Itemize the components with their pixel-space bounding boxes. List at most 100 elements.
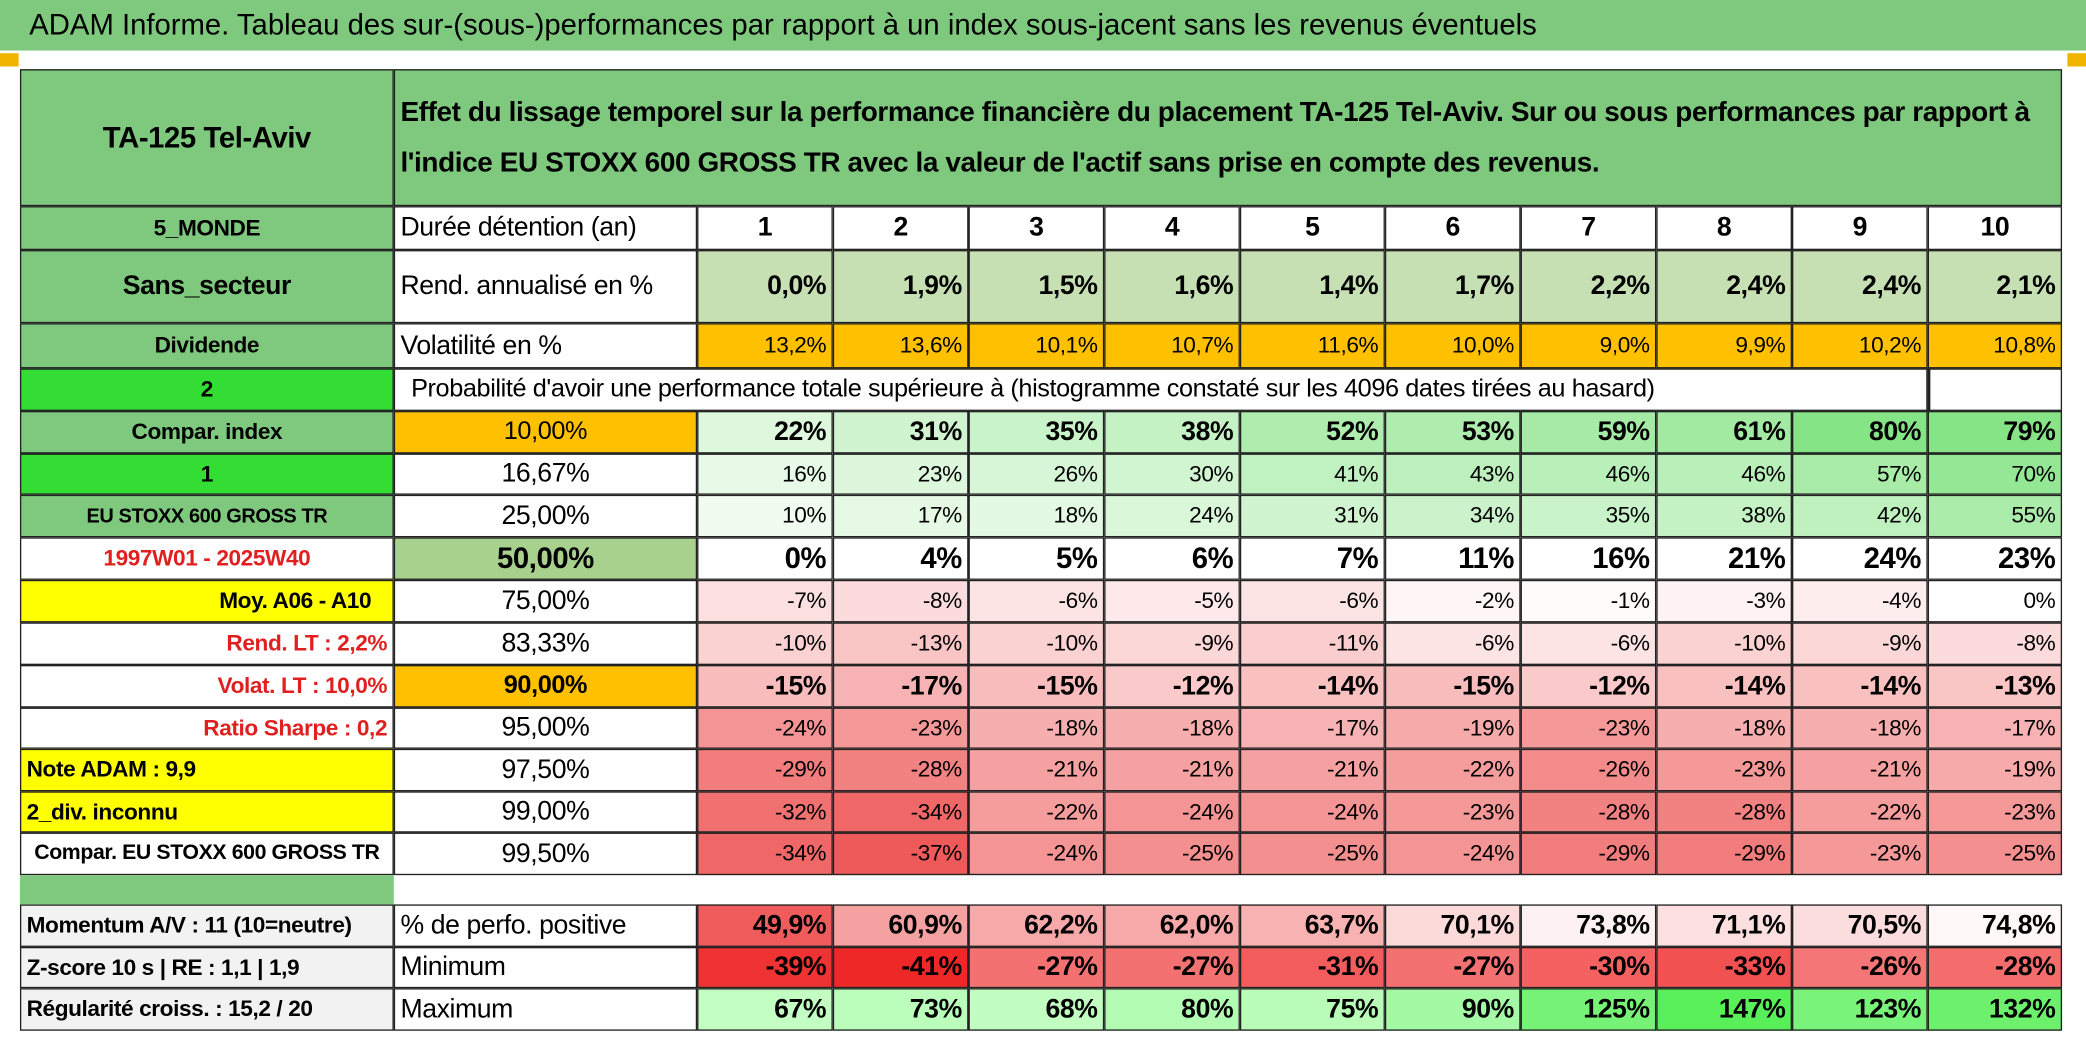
value-cell: 73% xyxy=(832,988,969,1031)
spacer xyxy=(19,875,394,905)
value-cell: -17% xyxy=(1239,707,1385,749)
value-cell: 6% xyxy=(1104,537,1240,580)
value-cell: -2% xyxy=(1384,579,1521,623)
value-cell: -28% xyxy=(1520,791,1657,833)
row-key: 90,00% xyxy=(393,665,698,708)
value-cell: 70,1% xyxy=(1384,904,1521,947)
row-label: Momentum A/V : 11 (10=neutre) xyxy=(19,904,394,947)
value-cell: -9% xyxy=(1104,622,1240,665)
row-label: Moy. A06 - A10 xyxy=(19,579,394,623)
value-cell: 62,0% xyxy=(1104,904,1240,947)
value-cell: -24% xyxy=(1384,832,1521,876)
value-cell: 11,6% xyxy=(1239,323,1385,369)
value-cell: -24% xyxy=(697,707,833,749)
value-cell: 5% xyxy=(968,537,1105,580)
value-cell: 132% xyxy=(1927,988,2063,1031)
row-label: 2 xyxy=(19,368,394,411)
value-cell: -14% xyxy=(1656,665,1792,708)
holding-years: 6 xyxy=(1384,206,1521,251)
row-label: Rend. LT : 2,2% xyxy=(19,622,394,665)
value-cell: 57% xyxy=(1791,453,1928,495)
value-cell: -34% xyxy=(832,791,969,833)
value-cell: -18% xyxy=(1656,707,1792,749)
value-cell: -24% xyxy=(1239,791,1385,833)
value-cell: 67% xyxy=(697,988,833,1031)
value-cell: 9,0% xyxy=(1520,323,1657,369)
value-cell: 9,9% xyxy=(1656,323,1792,369)
corner-marker xyxy=(0,53,19,67)
probability-title: Probabilité d'avoir une performance tota… xyxy=(393,368,1928,411)
value-cell: -39% xyxy=(697,946,833,989)
value-cell: -29% xyxy=(697,748,833,792)
corner-marker xyxy=(2067,53,2086,67)
value-cell: 42% xyxy=(1791,494,1928,538)
value-cell: -21% xyxy=(1104,748,1240,792)
value-cell: -15% xyxy=(697,665,833,708)
value-cell: -12% xyxy=(1520,665,1657,708)
value-cell: 2,2% xyxy=(1520,250,1657,324)
value-cell: 13,6% xyxy=(832,323,969,369)
value-cell: -7% xyxy=(697,579,833,623)
row-key: 97,50% xyxy=(393,748,698,792)
value-cell: 43% xyxy=(1384,453,1521,495)
row-label: Dividende xyxy=(19,323,394,369)
row-key: 95,00% xyxy=(393,707,698,749)
value-cell: 74,8% xyxy=(1927,904,2063,947)
value-cell: 38% xyxy=(1104,410,1240,454)
value-cell: -26% xyxy=(1520,748,1657,792)
value-cell: 26% xyxy=(968,453,1105,495)
value-cell: 13,2% xyxy=(697,323,833,369)
row-key: 75,00% xyxy=(393,579,698,623)
value-cell: -10% xyxy=(697,622,833,665)
value-cell: 55% xyxy=(1927,494,2063,538)
value-cell: 10,7% xyxy=(1104,323,1240,369)
value-cell: 80% xyxy=(1791,410,1928,454)
row-key: Minimum xyxy=(393,946,698,989)
row-key: Rend. annualisé en % xyxy=(393,250,698,324)
value-cell: -8% xyxy=(832,579,969,623)
value-cell: 0% xyxy=(697,537,833,580)
value-cell: 59% xyxy=(1520,410,1657,454)
value-cell: -23% xyxy=(1384,791,1521,833)
value-cell: -34% xyxy=(697,832,833,876)
value-cell: 60,9% xyxy=(832,904,969,947)
row-label: Sans_secteur xyxy=(19,250,394,324)
value-cell: -27% xyxy=(1384,946,1521,989)
value-cell: 2,4% xyxy=(1791,250,1928,324)
value-cell: 68% xyxy=(968,988,1105,1031)
value-cell: 73,8% xyxy=(1520,904,1657,947)
row-key: Volatilité en % xyxy=(393,323,698,369)
value-cell: -6% xyxy=(1520,622,1657,665)
value-cell: -25% xyxy=(1104,832,1240,876)
value-cell: 24% xyxy=(1104,494,1240,538)
row-label: Z-score 10 s | RE : 1,1 | 1,9 xyxy=(19,946,394,989)
value-cell: 35% xyxy=(1520,494,1657,538)
value-cell: 125% xyxy=(1520,988,1657,1031)
value-cell: -23% xyxy=(1791,832,1928,876)
value-cell: 21% xyxy=(1656,537,1792,580)
value-cell: 31% xyxy=(832,410,969,454)
value-cell: -15% xyxy=(968,665,1105,708)
report-title: ADAM Informe. Tableau des sur-(sous-)per… xyxy=(0,0,2086,51)
value-cell: 1,5% xyxy=(968,250,1105,324)
value-cell: -25% xyxy=(1927,832,2063,876)
value-cell: 4% xyxy=(832,537,969,580)
value-cell: 46% xyxy=(1520,453,1657,495)
value-cell: -27% xyxy=(1104,946,1240,989)
value-cell: 147% xyxy=(1656,988,1792,1031)
value-cell: -29% xyxy=(1656,832,1792,876)
value-cell: 23% xyxy=(832,453,969,495)
value-cell: 16% xyxy=(1520,537,1657,580)
value-cell: 1,7% xyxy=(1384,250,1521,324)
value-cell: 10,2% xyxy=(1791,323,1928,369)
value-cell: 1,6% xyxy=(1104,250,1240,324)
value-cell: 0,0% xyxy=(697,250,833,324)
row-key: 10,00% xyxy=(393,410,698,454)
value-cell: 31% xyxy=(1239,494,1385,538)
holding-years: 8 xyxy=(1656,206,1792,251)
value-cell: 16% xyxy=(697,453,833,495)
value-cell: 24% xyxy=(1791,537,1928,580)
value-cell: -6% xyxy=(968,579,1105,623)
holding-years: 2 xyxy=(832,206,969,251)
value-cell: 23% xyxy=(1927,537,2063,580)
